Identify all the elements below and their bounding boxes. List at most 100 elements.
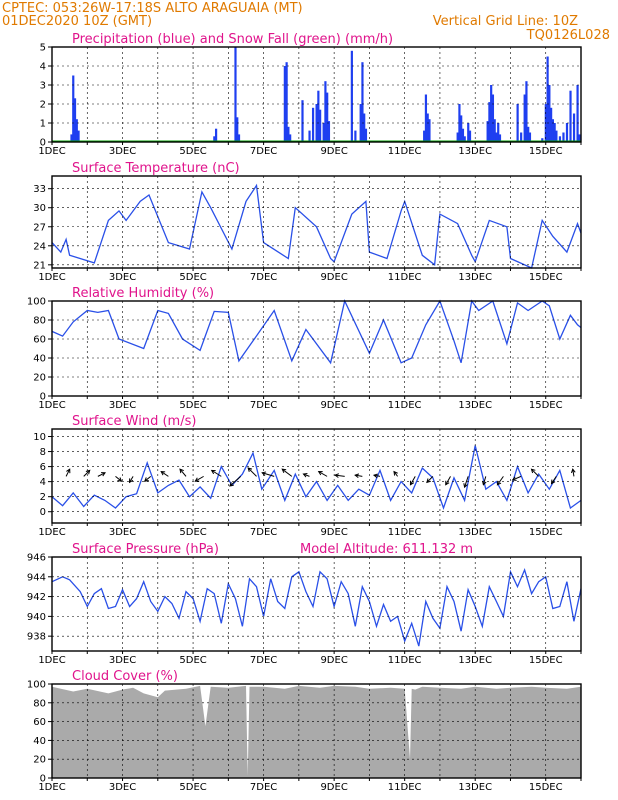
- precip-bar: [456, 132, 459, 142]
- y-tick-label: 946: [27, 553, 46, 564]
- y-tick-label: 27: [33, 222, 46, 233]
- y-tick-label: 1: [40, 119, 46, 130]
- panel-5: Cloud Cover (%) 0 20 40 60 80 100 1DEC 3DEC 5DEC 7…: [27, 669, 582, 793]
- precip-bar: [493, 119, 496, 142]
- x-tick-label: 5DEC: [179, 146, 206, 157]
- x-tick-label: 13DEC: [458, 782, 492, 793]
- y-tick-label: 24: [33, 241, 46, 252]
- x-tick-label: 13DEC: [458, 146, 492, 157]
- plot-frame: [51, 683, 582, 779]
- run-date: 01DEC2020 10Z (GMT): [2, 14, 152, 29]
- panel-3: Surface Wind (m/s) 0 2 4 6 8 10 1DEC 3DEC 5DEC 7DE…: [33, 414, 582, 538]
- y-tick-label: 20: [33, 373, 46, 384]
- wind-arrow: [318, 471, 328, 477]
- x-tick-label: 13DEC: [458, 400, 492, 411]
- y-tick-label: 938: [27, 632, 46, 643]
- precip-bar: [428, 119, 431, 142]
- y-tick-label: 8: [40, 447, 46, 458]
- wind-arrow: [129, 476, 134, 483]
- plot-frame: [51, 300, 582, 397]
- y-tick-label: 0: [40, 392, 46, 403]
- y-tick-label: 4: [40, 62, 46, 73]
- wind-arrow-head: [511, 476, 517, 481]
- x-tick-label: 11DEC: [388, 782, 422, 793]
- wind-arrow-head: [372, 473, 378, 479]
- wind-arrow: [65, 468, 71, 477]
- wind-arrow: [355, 474, 363, 477]
- x-tick-label: 3DEC: [109, 655, 136, 666]
- wind-arrow-head: [143, 477, 149, 482]
- x-tick-label: 1DEC: [38, 400, 65, 411]
- x-tick-label: 3DEC: [109, 146, 136, 157]
- wind-arrow-head: [302, 473, 308, 478]
- precip-bar: [497, 123, 500, 142]
- x-tick-label: 9DEC: [320, 272, 347, 283]
- wind-arrow-head: [463, 483, 468, 489]
- precip-bar: [315, 104, 318, 142]
- y-tick-label: 944: [27, 572, 46, 583]
- wind-arrow: [179, 468, 187, 477]
- y-tick-label: 80: [33, 316, 46, 327]
- wind-arrow-head: [354, 473, 360, 479]
- x-tick-label: 1DEC: [38, 146, 65, 157]
- panel-title: Precipitation (blue) and Snow Fall (gree…: [72, 32, 393, 47]
- wind-arrow-head: [247, 467, 253, 472]
- precip-bar: [424, 94, 428, 142]
- precip-bar: [359, 104, 362, 142]
- precip-bar: [350, 50, 353, 142]
- precip-bar: [578, 134, 581, 142]
- precip-bar: [491, 94, 495, 142]
- precip-bar: [541, 138, 544, 142]
- wind-arrow-head: [570, 468, 576, 474]
- x-tick-label: 5DEC: [179, 272, 206, 283]
- precip-bar: [490, 85, 493, 142]
- wind-arrow: [247, 467, 257, 477]
- series-line: [51, 567, 582, 647]
- precip-bar: [364, 128, 368, 142]
- precip-bar: [308, 130, 311, 142]
- precip-bar: [73, 98, 77, 142]
- precip-bar: [550, 107, 553, 142]
- x-tick-label: 9DEC: [320, 400, 347, 411]
- precip-bar: [527, 126, 530, 142]
- series-line: [51, 299, 582, 365]
- panel-annotation: Model Altitude: 611.132 m: [300, 542, 473, 557]
- precip-bar: [236, 117, 239, 142]
- x-tick-label: 7DEC: [250, 400, 277, 411]
- precip-bar: [565, 123, 569, 142]
- panel-title: Surface Temperature (nC): [72, 161, 240, 176]
- x-tick-label: 3DEC: [109, 400, 136, 411]
- panel-1: Surface Temperature (nC) 21 24 27 30 33 1DEC 3D…: [33, 161, 582, 283]
- wind-arrow-head: [210, 469, 216, 475]
- precip-bar: [569, 90, 572, 142]
- panel-title: Surface Wind (m/s): [72, 414, 196, 429]
- wind-arrow: [211, 469, 222, 477]
- precip-bar: [528, 132, 532, 142]
- y-tick-label: 30: [33, 203, 46, 214]
- x-tick-label: 15DEC: [529, 527, 563, 538]
- wind-arrow: [464, 476, 469, 488]
- y-tick-label: 33: [33, 184, 46, 195]
- precip-bar: [495, 132, 498, 142]
- x-tick-label: 15DEC: [529, 782, 563, 793]
- wind-arrow: [194, 475, 204, 482]
- y-tick-label: 2: [40, 100, 46, 111]
- wind-arrow: [497, 476, 504, 486]
- wind-arrow: [482, 476, 487, 485]
- y-tick-label: 940: [27, 612, 46, 623]
- y-tick-label: 60: [33, 335, 46, 346]
- x-tick-label: 5DEC: [179, 782, 206, 793]
- precip-bar: [498, 134, 502, 142]
- wind-arrow-head: [261, 471, 267, 476]
- precip-bar: [301, 100, 304, 142]
- wind-arrow: [83, 470, 91, 477]
- precip-bar: [311, 107, 315, 142]
- y-tick-label: 20: [33, 755, 46, 766]
- precip-bar: [327, 121, 331, 142]
- precip-bar: [460, 115, 463, 142]
- x-tick-label: 9DEC: [320, 527, 347, 538]
- wind-arrow: [229, 476, 242, 487]
- y-tick-label: 80: [33, 698, 46, 709]
- precip-bar: [461, 128, 465, 142]
- y-tick-label: 100: [27, 297, 46, 308]
